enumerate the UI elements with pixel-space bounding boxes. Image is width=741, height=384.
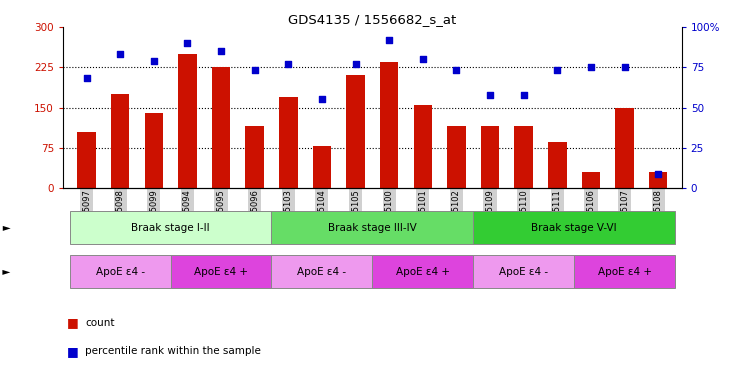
Point bbox=[282, 61, 294, 67]
Bar bbox=[70, 255, 170, 288]
Bar bbox=[346, 75, 365, 188]
Text: ■: ■ bbox=[67, 345, 79, 358]
Bar bbox=[473, 255, 574, 288]
Bar bbox=[380, 62, 399, 188]
Bar bbox=[170, 255, 271, 288]
Title: GDS4135 / 1556682_s_at: GDS4135 / 1556682_s_at bbox=[288, 13, 456, 26]
Text: count: count bbox=[85, 318, 115, 328]
Bar bbox=[582, 172, 600, 188]
Bar bbox=[271, 211, 473, 244]
Bar bbox=[413, 105, 432, 188]
Bar bbox=[372, 255, 473, 288]
Point bbox=[585, 64, 597, 70]
Bar bbox=[245, 126, 264, 188]
Point bbox=[215, 48, 227, 54]
Text: ApoE ε4 -: ApoE ε4 - bbox=[499, 266, 548, 277]
Point bbox=[383, 37, 395, 43]
Bar bbox=[70, 211, 271, 244]
Point bbox=[148, 58, 160, 64]
Point bbox=[81, 75, 93, 81]
Point bbox=[551, 67, 563, 73]
Bar bbox=[548, 142, 567, 188]
Text: ApoE ε4 -: ApoE ε4 - bbox=[96, 266, 144, 277]
Point bbox=[182, 40, 193, 46]
Point bbox=[316, 96, 328, 103]
Text: ■: ■ bbox=[67, 316, 79, 329]
Point bbox=[619, 64, 631, 70]
Point bbox=[249, 67, 261, 73]
Point bbox=[484, 91, 496, 98]
Bar bbox=[447, 126, 465, 188]
Bar bbox=[574, 255, 675, 288]
Bar bbox=[649, 172, 668, 188]
Bar bbox=[144, 113, 163, 188]
Text: ApoE ε4 -: ApoE ε4 - bbox=[297, 266, 347, 277]
Point bbox=[114, 51, 126, 57]
Text: percentile rank within the sample: percentile rank within the sample bbox=[85, 346, 261, 356]
Text: ApoE ε4 +: ApoE ε4 + bbox=[597, 266, 651, 277]
Point bbox=[451, 67, 462, 73]
Point bbox=[350, 61, 362, 67]
Bar bbox=[615, 108, 634, 188]
Bar bbox=[473, 211, 675, 244]
Text: Braak stage V-VI: Braak stage V-VI bbox=[531, 222, 617, 233]
Bar bbox=[111, 94, 130, 188]
Bar bbox=[77, 132, 96, 188]
Text: genotype/variation ►: genotype/variation ► bbox=[0, 266, 10, 277]
Point bbox=[518, 91, 530, 98]
Text: ApoE ε4 +: ApoE ε4 + bbox=[194, 266, 248, 277]
Point bbox=[652, 170, 664, 177]
Bar bbox=[313, 146, 331, 188]
Text: disease state ►: disease state ► bbox=[0, 222, 10, 233]
Bar bbox=[514, 126, 533, 188]
Bar bbox=[271, 255, 372, 288]
Bar bbox=[178, 54, 196, 188]
Text: Braak stage III-IV: Braak stage III-IV bbox=[328, 222, 416, 233]
Point bbox=[417, 56, 429, 62]
Bar bbox=[481, 126, 499, 188]
Bar bbox=[212, 67, 230, 188]
Text: ApoE ε4 +: ApoE ε4 + bbox=[396, 266, 450, 277]
Bar bbox=[279, 97, 298, 188]
Text: Braak stage I-II: Braak stage I-II bbox=[131, 222, 210, 233]
